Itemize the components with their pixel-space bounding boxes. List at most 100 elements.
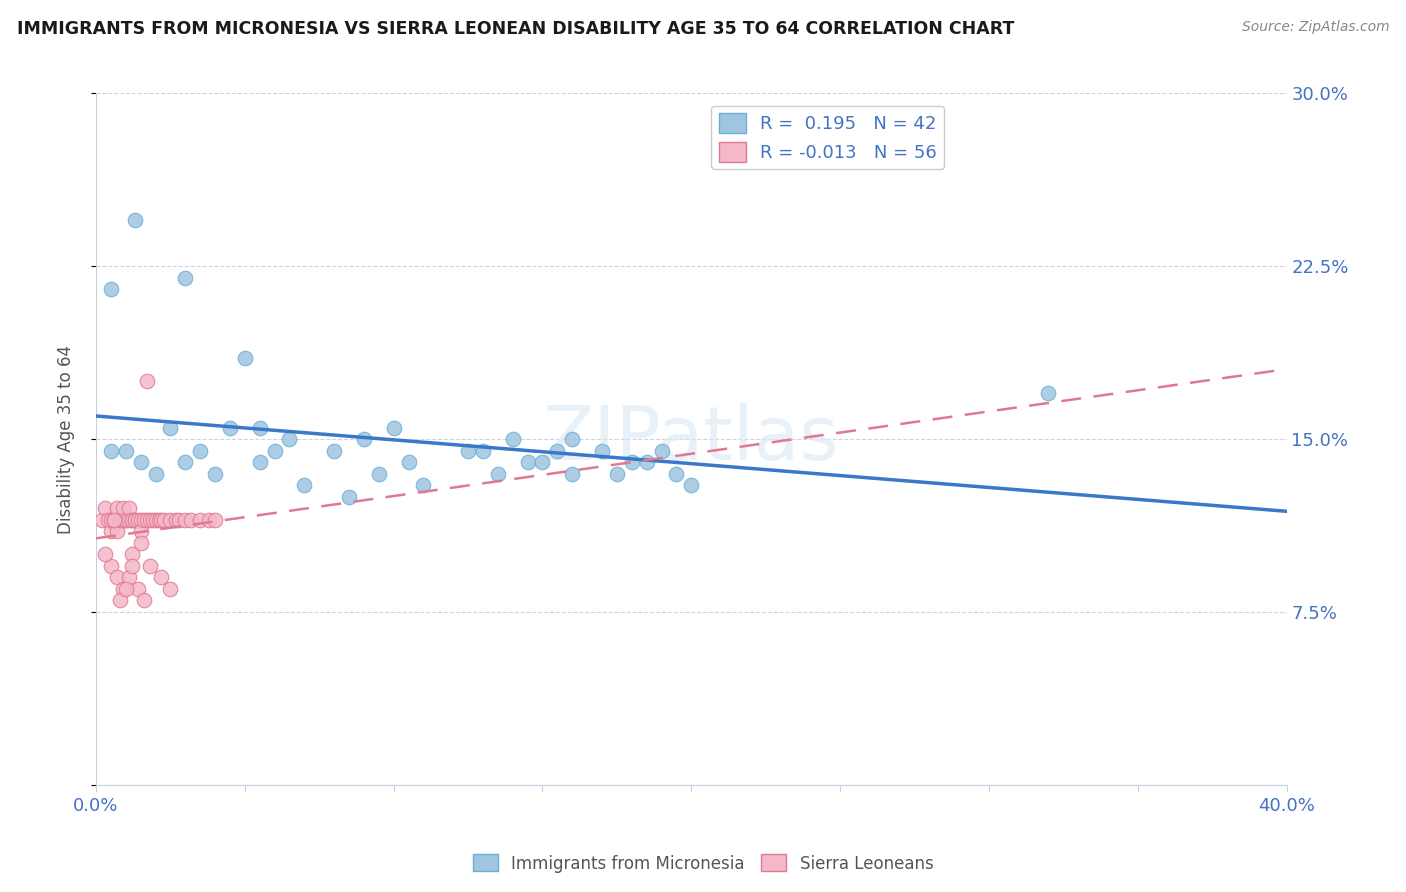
Point	[129, 535, 152, 549]
Point	[111, 501, 134, 516]
Point	[502, 432, 524, 446]
Point	[114, 443, 136, 458]
Point	[121, 513, 143, 527]
Point	[124, 513, 146, 527]
Point	[561, 467, 583, 481]
Text: Source: ZipAtlas.com: Source: ZipAtlas.com	[1241, 20, 1389, 34]
Point	[100, 443, 122, 458]
Point	[561, 432, 583, 446]
Point	[606, 467, 628, 481]
Point	[100, 558, 122, 573]
Point	[292, 478, 315, 492]
Point	[105, 570, 128, 584]
Point	[138, 513, 160, 527]
Text: ZIPatlas: ZIPatlas	[543, 402, 839, 475]
Point	[620, 455, 643, 469]
Point	[121, 513, 143, 527]
Point	[169, 513, 191, 527]
Point	[323, 443, 346, 458]
Point	[159, 420, 181, 434]
Point	[457, 443, 479, 458]
Point	[159, 513, 181, 527]
Point	[124, 213, 146, 227]
Point	[249, 420, 271, 434]
Point	[546, 443, 568, 458]
Point	[124, 513, 146, 527]
Legend: Immigrants from Micronesia, Sierra Leoneans: Immigrants from Micronesia, Sierra Leone…	[465, 847, 941, 880]
Point	[121, 558, 143, 573]
Point	[142, 513, 165, 527]
Point	[148, 513, 170, 527]
Point	[145, 467, 167, 481]
Point	[188, 513, 211, 527]
Point	[129, 524, 152, 539]
Point	[118, 570, 141, 584]
Point	[132, 593, 155, 607]
Point	[127, 513, 149, 527]
Point	[174, 455, 197, 469]
Point	[111, 513, 134, 527]
Text: IMMIGRANTS FROM MICRONESIA VS SIERRA LEONEAN DISABILITY AGE 35 TO 64 CORRELATION: IMMIGRANTS FROM MICRONESIA VS SIERRA LEO…	[17, 20, 1014, 37]
Point	[103, 513, 125, 527]
Point	[114, 582, 136, 596]
Point	[105, 524, 128, 539]
Point	[108, 513, 131, 527]
Point	[263, 443, 285, 458]
Point	[353, 432, 375, 446]
Point	[108, 593, 131, 607]
Point	[174, 270, 197, 285]
Point	[486, 467, 509, 481]
Point	[121, 547, 143, 561]
Legend: R =  0.195   N = 42, R = -0.013   N = 56: R = 0.195 N = 42, R = -0.013 N = 56	[711, 106, 945, 169]
Point	[174, 513, 197, 527]
Point	[150, 513, 173, 527]
Point	[153, 513, 176, 527]
Point	[516, 455, 538, 469]
Point	[382, 420, 405, 434]
Point	[204, 467, 226, 481]
Point	[412, 478, 434, 492]
Point	[94, 547, 117, 561]
Point	[118, 513, 141, 527]
Point	[114, 513, 136, 527]
Point	[665, 467, 688, 481]
Point	[132, 513, 155, 527]
Point	[159, 582, 181, 596]
Point	[531, 455, 554, 469]
Point	[1038, 386, 1060, 401]
Point	[636, 455, 658, 469]
Point	[135, 513, 157, 527]
Point	[103, 513, 125, 527]
Point	[198, 513, 221, 527]
Point	[165, 513, 187, 527]
Point	[367, 467, 389, 481]
Point	[108, 513, 131, 527]
Point	[118, 501, 141, 516]
Point	[398, 455, 420, 469]
Y-axis label: Disability Age 35 to 64: Disability Age 35 to 64	[58, 344, 75, 533]
Point	[278, 432, 301, 446]
Point	[471, 443, 494, 458]
Point	[100, 282, 122, 296]
Point	[100, 524, 122, 539]
Point	[129, 513, 152, 527]
Point	[233, 351, 256, 366]
Point	[111, 582, 134, 596]
Point	[150, 570, 173, 584]
Point	[129, 455, 152, 469]
Point	[105, 501, 128, 516]
Point	[145, 513, 167, 527]
Point	[180, 513, 202, 527]
Point	[337, 490, 360, 504]
Point	[249, 455, 271, 469]
Point	[100, 513, 122, 527]
Point	[135, 375, 157, 389]
Point	[127, 582, 149, 596]
Point	[591, 443, 613, 458]
Point	[114, 513, 136, 527]
Point	[97, 513, 120, 527]
Point	[188, 443, 211, 458]
Point	[138, 558, 160, 573]
Point	[651, 443, 673, 458]
Point	[91, 513, 114, 527]
